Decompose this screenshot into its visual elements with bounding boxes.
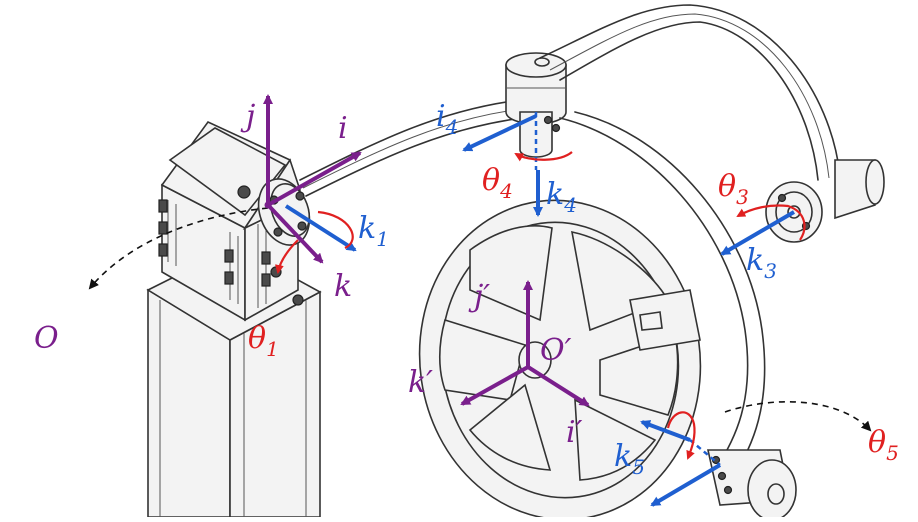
theta-1-label: θ1 [248, 321, 279, 361]
guide-to-origin-o [88, 207, 269, 290]
upper-arc-link [539, 4, 841, 181]
theta-4-rotation-arrow [514, 151, 573, 162]
axis-i4-arrow [462, 114, 537, 152]
origin-o-label: O [34, 321, 59, 356]
theta-5-label: θ5 [868, 425, 899, 465]
axis-i-label: i [338, 111, 348, 146]
axis-i4-label: i4 [436, 99, 458, 139]
axis-k5-arrow [640, 420, 691, 442]
joint-1-annotation: k1 θ1 [248, 204, 389, 361]
axis-k1-arrow [284, 204, 357, 252]
theta-3-rotation-arrow [736, 204, 806, 241]
base-frame-origin-dot [264, 201, 272, 209]
theta-1-rotation-arrow [278, 210, 354, 272]
axis-k4-label: k4 [546, 177, 577, 217]
platform-frame: j′ O′ k′ i′ [408, 279, 590, 450]
joint-4-annotation: i4 θ4 k4 [436, 99, 577, 217]
theta-3-label: θ3 [718, 169, 749, 209]
axis-k-prime-label: k′ [408, 365, 433, 400]
axis-k-label: k [334, 269, 352, 304]
spoked-wheel [418, 199, 702, 521]
theta-5-rotation-arrow [666, 411, 696, 460]
joint-3-annotation: θ3 k3 [718, 169, 806, 283]
axis-k5-lower-arrow [650, 463, 722, 507]
axis-j-label: j [240, 99, 255, 134]
axis-k3-label: k3 [746, 243, 777, 283]
top-hub-joint-4 [505, 52, 567, 158]
axis-i-prime-label: i′ [566, 415, 583, 450]
outer-ring [559, 111, 766, 479]
origin-o-prime-label: O′ [540, 333, 572, 368]
side-hub-joint-3 [765, 159, 885, 243]
guide-to-theta-5 [724, 400, 872, 432]
curved-link-1 [299, 99, 523, 197]
axis-k-prime-arrow [460, 365, 529, 406]
mechanism-drawing [146, 4, 885, 521]
joint-5-axis-dashed [689, 439, 721, 466]
axis-i-prime-arrow [526, 365, 590, 407]
theta-4-label: θ4 [482, 163, 513, 203]
bottom-hub-joint-5 [707, 449, 797, 521]
axis-k5-label: k5 [614, 439, 645, 479]
axis-i-arrow [267, 151, 362, 207]
axis-k3-arrow [720, 210, 796, 256]
axis-k1-label: k1 [358, 211, 389, 251]
joint-5-annotation: k5 θ5 [614, 411, 899, 507]
axis-j-prime-label: j′ [468, 279, 490, 314]
axis-k-arrow [266, 203, 324, 264]
